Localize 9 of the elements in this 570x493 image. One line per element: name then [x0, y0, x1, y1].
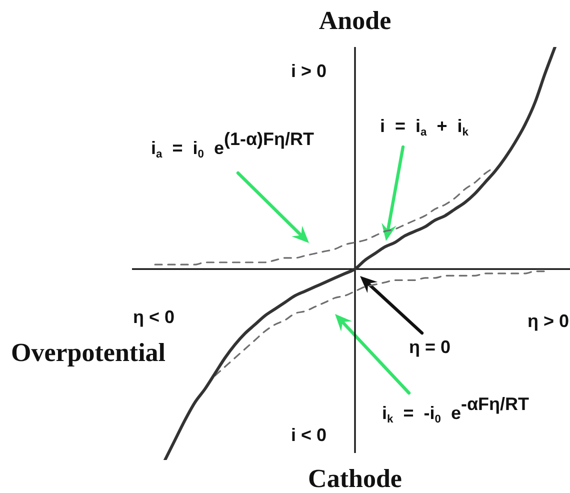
text: Anode [318, 5, 392, 36]
annotation: i = i$_{a}$ + i$_{k}$ [380, 116, 468, 138]
annotation: η = 0 [409, 337, 451, 359]
annotation: i < 0 [291, 425, 327, 447]
annotation: η > 0 [527, 311, 569, 333]
x-axis-title: Overpotential [11, 337, 166, 368]
annotation: η < 0 [133, 307, 175, 329]
text: Cathode [308, 463, 402, 493]
annotation: i > 0 [291, 61, 327, 83]
